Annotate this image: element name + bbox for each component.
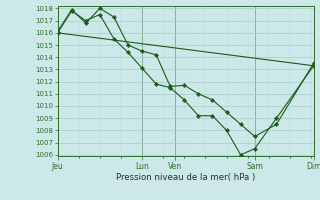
X-axis label: Pression niveau de la mer( hPa ): Pression niveau de la mer( hPa ) bbox=[116, 173, 255, 182]
